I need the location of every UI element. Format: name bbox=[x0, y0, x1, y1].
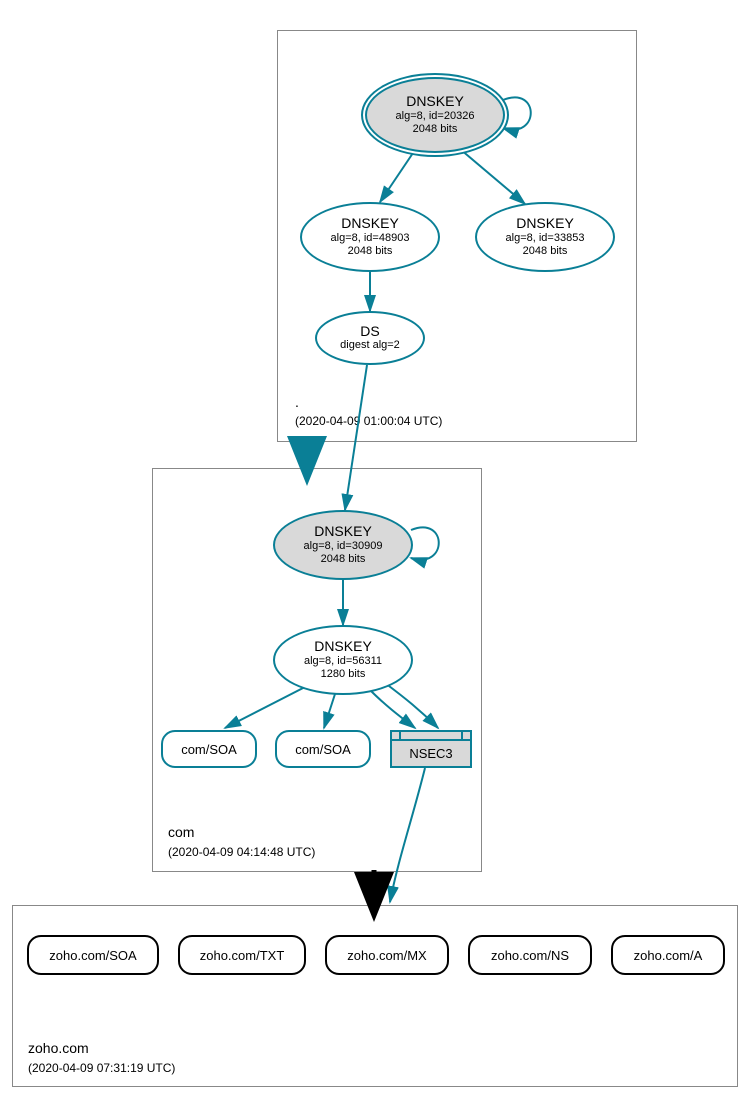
node-sub: 2048 bits bbox=[413, 123, 458, 136]
node-label: zoho.com/TXT bbox=[200, 948, 285, 963]
node-zoho-txt: zoho.com/TXT bbox=[178, 935, 306, 975]
node-label: zoho.com/NS bbox=[491, 948, 569, 963]
zone-zoho bbox=[12, 905, 738, 1087]
node-root-ksk: DNSKEY alg=8, id=20326 2048 bits bbox=[365, 77, 505, 153]
node-title: DNSKEY bbox=[516, 216, 574, 231]
node-com-soa-1: com/SOA bbox=[161, 730, 257, 768]
node-zoho-ns: zoho.com/NS bbox=[468, 935, 592, 975]
node-zoho-soa: zoho.com/SOA bbox=[27, 935, 159, 975]
node-sub: alg=8, id=30909 bbox=[304, 540, 383, 553]
node-sub: alg=8, id=20326 bbox=[396, 110, 475, 123]
node-root-ds: DS digest alg=2 bbox=[315, 311, 425, 365]
node-label: zoho.com/SOA bbox=[49, 948, 136, 963]
node-label: NSEC3 bbox=[409, 746, 452, 761]
node-com-zsk: DNSKEY alg=8, id=56311 1280 bits bbox=[273, 625, 413, 695]
zone-root-timestamp: (2020-04-09 01:00:04 UTC) bbox=[295, 414, 442, 428]
node-sub: digest alg=2 bbox=[340, 339, 400, 352]
node-label: com/SOA bbox=[295, 742, 351, 757]
node-com-soa-2: com/SOA bbox=[275, 730, 371, 768]
zone-com-timestamp: (2020-04-09 04:14:48 UTC) bbox=[168, 845, 315, 859]
node-com-nsec3: NSEC3 bbox=[390, 730, 472, 768]
node-title: DNSKEY bbox=[341, 216, 399, 231]
node-zoho-a: zoho.com/A bbox=[611, 935, 725, 975]
node-label: com/SOA bbox=[181, 742, 237, 757]
node-root-zsk2: DNSKEY alg=8, id=33853 2048 bits bbox=[475, 202, 615, 272]
node-zoho-mx: zoho.com/MX bbox=[325, 935, 449, 975]
zone-com-label: com bbox=[168, 824, 194, 840]
node-sub: 1280 bits bbox=[321, 668, 366, 681]
zone-zoho-timestamp: (2020-04-09 07:31:19 UTC) bbox=[28, 1061, 175, 1075]
node-sub: 2048 bits bbox=[321, 553, 366, 566]
node-sub: 2048 bits bbox=[348, 245, 393, 258]
node-sub: alg=8, id=48903 bbox=[331, 232, 410, 245]
node-label: zoho.com/MX bbox=[347, 948, 426, 963]
zone-root-label: . bbox=[295, 394, 299, 410]
node-sub: alg=8, id=56311 bbox=[304, 655, 382, 668]
zone-zoho-label: zoho.com bbox=[28, 1040, 89, 1056]
node-title: DNSKEY bbox=[406, 94, 464, 109]
node-sub: alg=8, id=33853 bbox=[506, 232, 585, 245]
node-com-ksk: DNSKEY alg=8, id=30909 2048 bits bbox=[273, 510, 413, 580]
node-title: DNSKEY bbox=[314, 524, 372, 539]
node-title: DNSKEY bbox=[314, 639, 372, 654]
node-root-zsk1: DNSKEY alg=8, id=48903 2048 bits bbox=[300, 202, 440, 272]
node-sub: 2048 bits bbox=[523, 245, 568, 258]
node-label: zoho.com/A bbox=[634, 948, 703, 963]
node-title: DS bbox=[360, 324, 379, 339]
